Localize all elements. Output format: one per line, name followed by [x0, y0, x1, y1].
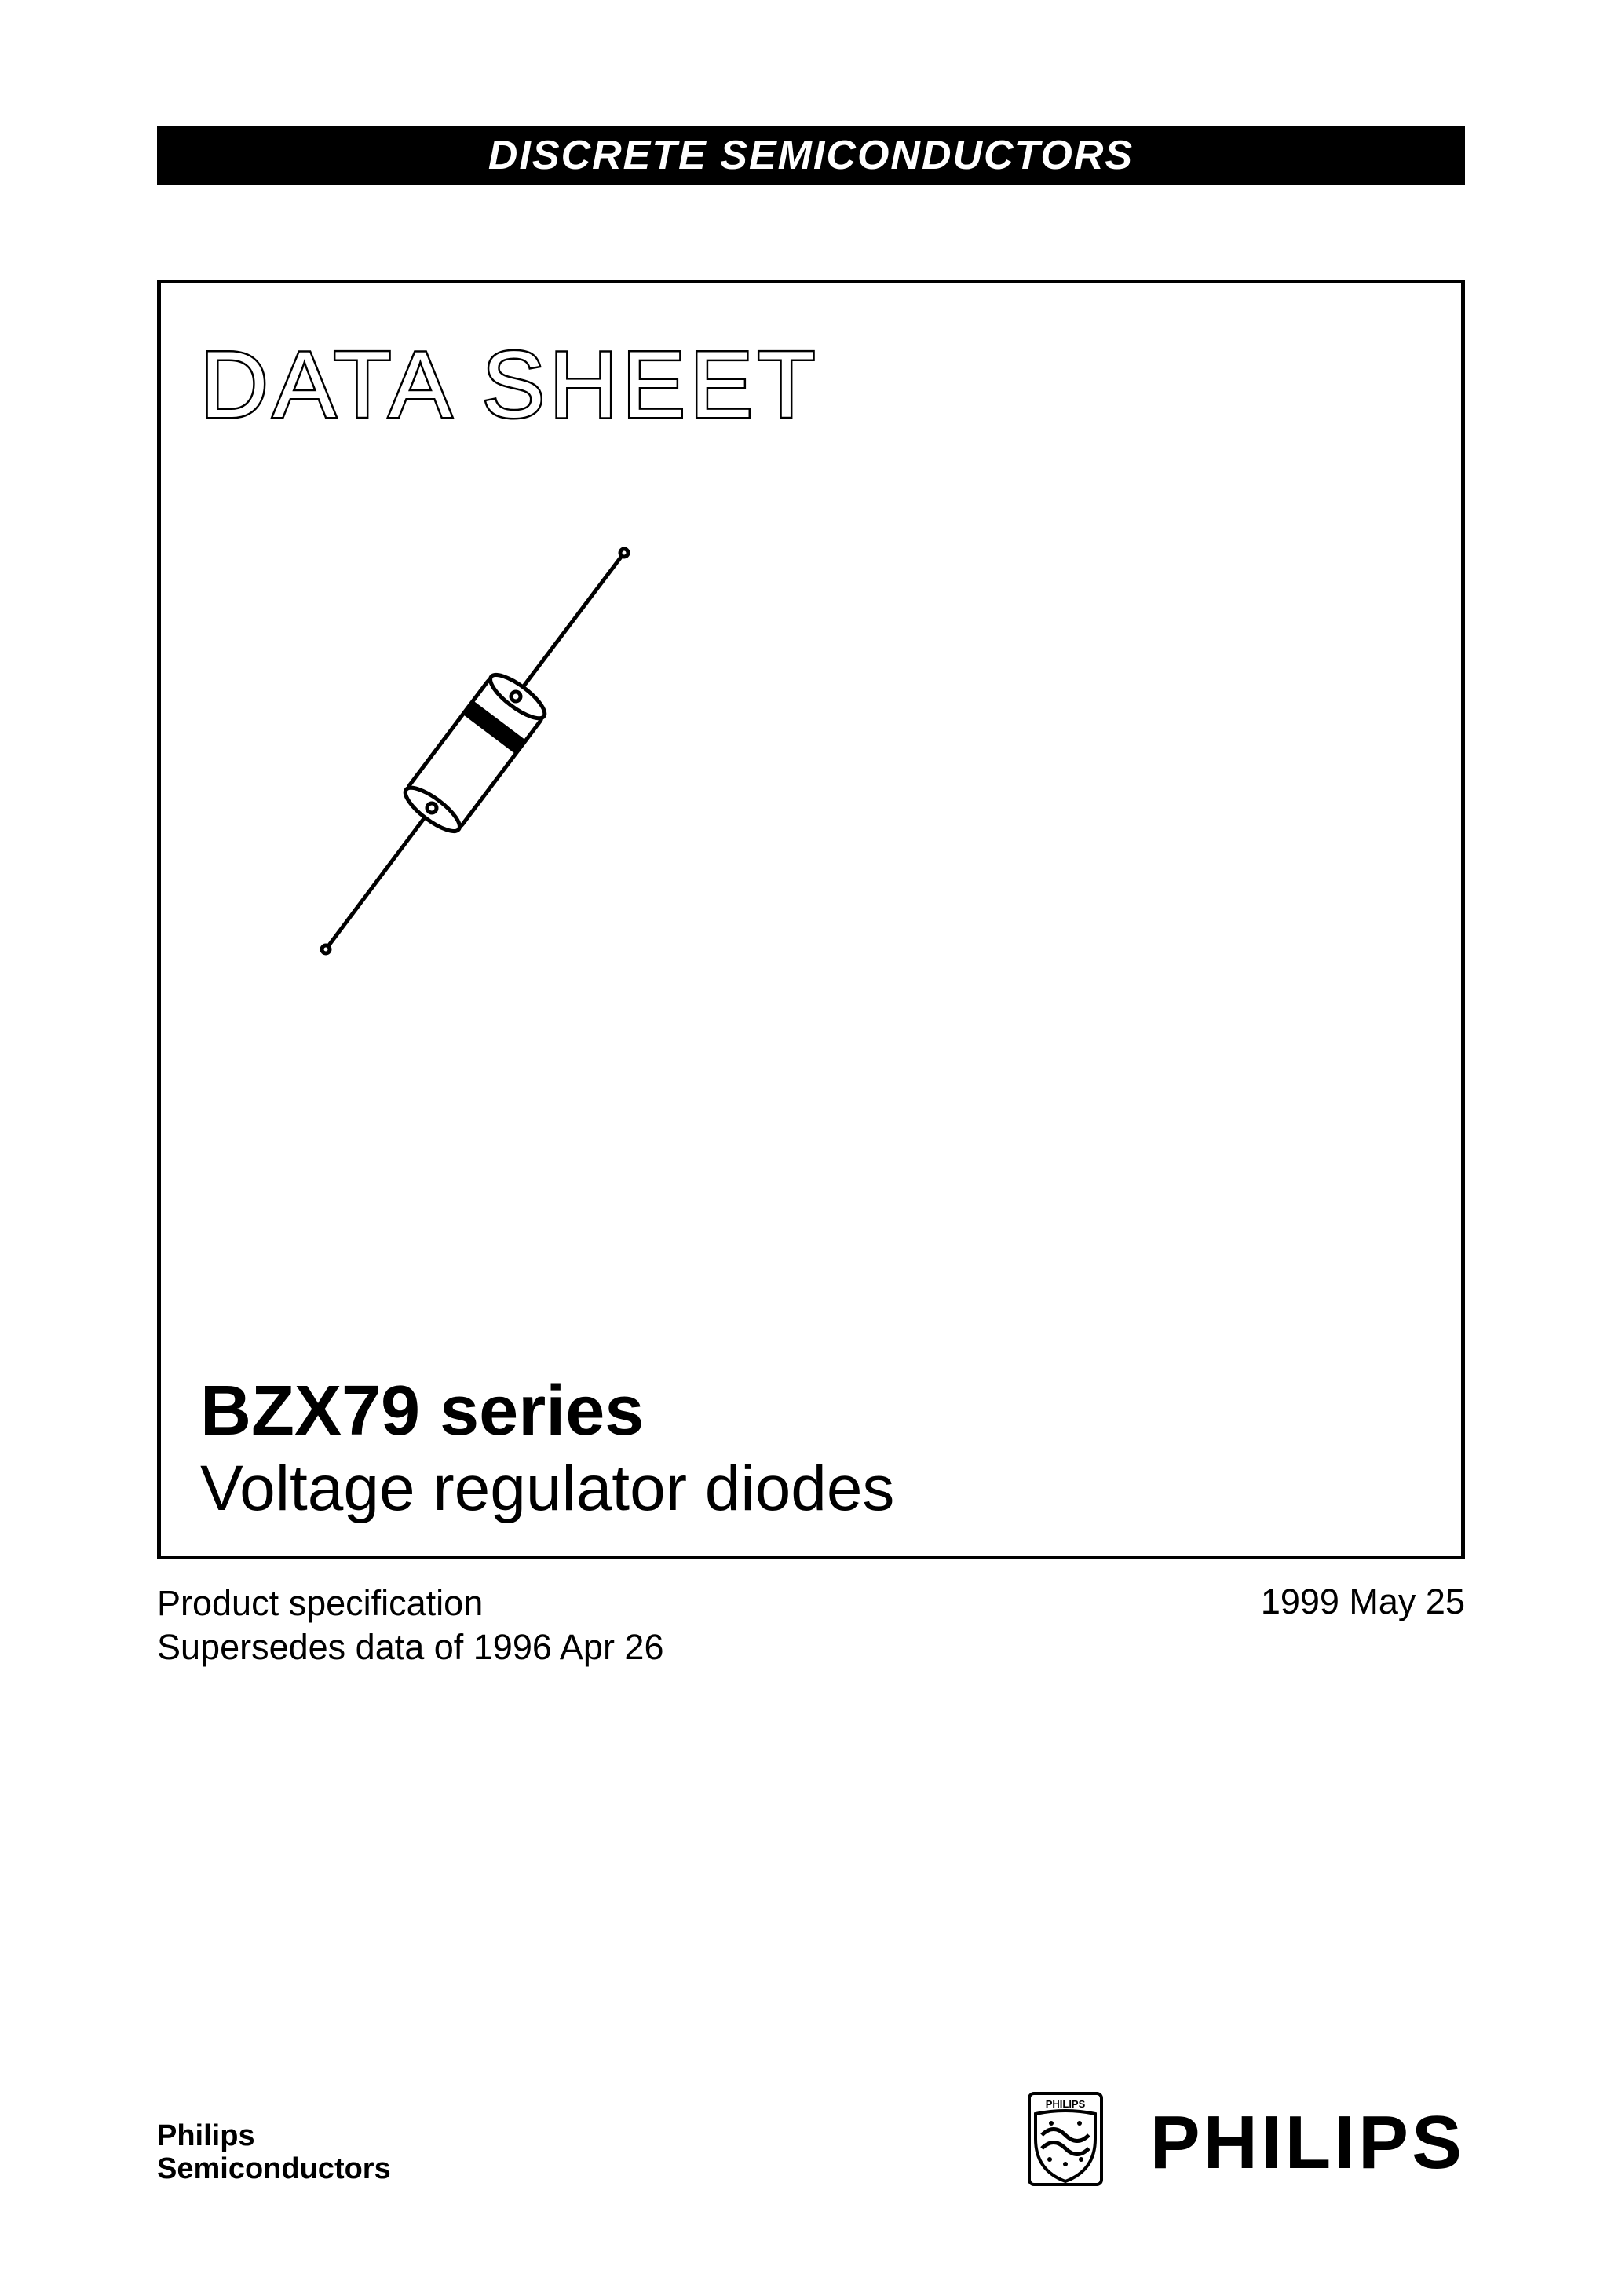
spec-text: Product specification Supersedes data of…	[157, 1581, 664, 1670]
page: DISCRETE SEMICONDUCTORS DATA SHEET	[0, 0, 1622, 2296]
category-bar: DISCRETE SEMICONDUCTORS	[157, 126, 1465, 185]
spec-date: 1999 May 25	[1261, 1581, 1465, 1670]
logo-wordmark: PHILIPS	[1150, 2100, 1465, 2186]
footer: Philips Semiconductors PHILIPS PHILIPS	[157, 2092, 1465, 2186]
shield-icon: PHILIPS	[1028, 2092, 1103, 2186]
datasheet-title: DATA SHEET	[200, 331, 1422, 439]
footer-brand-line2: Semiconductors	[157, 2153, 391, 2186]
diode-icon	[302, 533, 648, 973]
spec-row: Product specification Supersedes data of…	[157, 1581, 1465, 1670]
footer-brand: Philips Semiconductors	[157, 2120, 391, 2186]
product-block: BZX79 series Voltage regulator diodes	[200, 1373, 894, 1524]
footer-brand-line1: Philips	[157, 2120, 391, 2153]
spec-line2: Supersedes data of 1996 Apr 26	[157, 1625, 664, 1669]
main-frame: DATA SHEET	[157, 280, 1465, 1559]
shield-label: PHILIPS	[1045, 2098, 1085, 2110]
product-subtitle: Voltage regulator diodes	[200, 1453, 894, 1524]
series-name: BZX79 series	[200, 1373, 894, 1450]
footer-right: PHILIPS PHILIPS	[1028, 2092, 1465, 2186]
category-label: DISCRETE SEMICONDUCTORS	[488, 133, 1134, 178]
spec-line1: Product specification	[157, 1581, 664, 1625]
